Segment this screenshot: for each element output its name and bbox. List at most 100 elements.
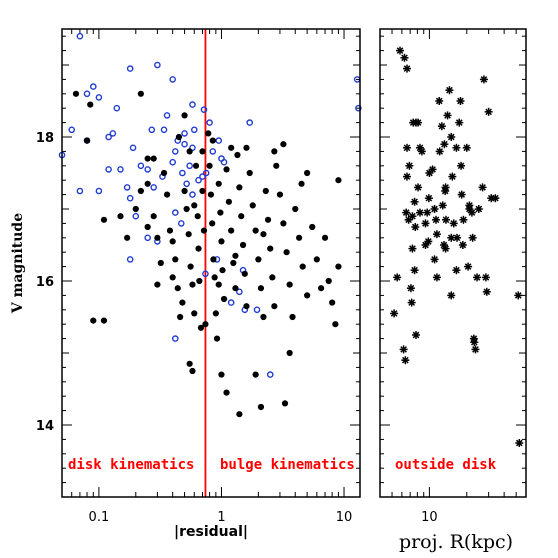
filled-circle-point: [239, 241, 247, 249]
filled-circle-point: [260, 231, 267, 238]
open-circle-point: [123, 184, 131, 191]
filled-circle-point: [292, 205, 299, 213]
y-tick-label: 18: [36, 131, 54, 146]
star-point: [432, 230, 441, 239]
filled-circle-point: [187, 263, 194, 270]
open-circle-point: [76, 187, 84, 195]
star-point: [393, 273, 402, 282]
star-stroke: [407, 284, 415, 292]
star-stroke: [436, 148, 444, 155]
star-point: [459, 215, 468, 224]
star-point: [440, 140, 449, 149]
star-stroke: [393, 274, 401, 281]
star-point: [402, 172, 411, 181]
filled-circle-point: [217, 209, 224, 216]
filled-circle-point: [100, 216, 108, 223]
open-circle-point: [183, 180, 190, 188]
star-point: [456, 97, 465, 105]
star-stroke: [515, 439, 523, 447]
filled-circle-point: [196, 277, 203, 285]
filled-circle-point: [154, 234, 161, 241]
star-point: [435, 147, 444, 156]
star-point: [453, 233, 462, 242]
star-point: [441, 187, 450, 195]
star-point: [416, 208, 425, 217]
filled-circle-point: [157, 259, 164, 267]
star-stroke: [469, 234, 476, 242]
y-tick-label: 14: [36, 419, 54, 434]
star-stroke: [412, 331, 420, 339]
filled-circle-point: [271, 148, 278, 155]
filled-circle-point: [223, 166, 230, 173]
filled-circle-point: [117, 213, 124, 220]
star-point: [482, 287, 491, 296]
right-plot-frame: [379, 28, 527, 498]
star-stroke: [453, 144, 460, 152]
star-stroke: [402, 356, 409, 364]
open-circle-point: [144, 234, 151, 242]
x-tick-label: 1: [217, 510, 225, 525]
filled-circle-point: [192, 162, 200, 169]
open-circle-point: [154, 61, 161, 69]
star-point: [423, 208, 432, 217]
filled-circle-point: [206, 162, 213, 169]
star-stroke: [429, 166, 436, 173]
star-point: [410, 266, 419, 275]
filled-circle-point: [223, 389, 230, 396]
star-stroke: [475, 205, 483, 213]
filled-circle-point: [283, 249, 290, 256]
filled-circle-point: [183, 205, 190, 213]
filled-circle-point: [252, 371, 259, 378]
open-circle-point: [160, 126, 168, 134]
filled-circle-point: [150, 155, 157, 162]
filled-circle-point: [209, 220, 216, 227]
open-circle-point: [171, 335, 179, 342]
star-point: [468, 233, 477, 242]
filled-circle-point: [335, 263, 342, 270]
filled-circle-point: [191, 202, 198, 209]
filled-circle-point: [249, 202, 256, 209]
filled-circle-point: [298, 180, 305, 187]
filled-circle-point: [174, 285, 181, 292]
filled-circle-point: [286, 349, 293, 357]
filled-circle-point: [289, 313, 296, 321]
star-stroke: [409, 212, 416, 220]
star-stroke: [438, 122, 446, 130]
star-stroke: [442, 245, 449, 252]
star-stroke: [411, 198, 418, 206]
filled-circle-point: [132, 205, 139, 213]
filled-circle-point: [181, 112, 188, 119]
filled-circle-point: [257, 403, 265, 411]
star-point: [515, 439, 524, 447]
star-stroke: [409, 245, 416, 252]
open-circle-point: [200, 106, 208, 113]
star-point: [441, 215, 450, 224]
star-point: [448, 172, 457, 181]
filled-circle-point: [186, 148, 193, 155]
star-point: [465, 201, 474, 210]
star-stroke: [453, 266, 460, 274]
filled-circle-point: [207, 191, 214, 198]
open-circle-point: [206, 119, 213, 126]
open-circle-point: [209, 148, 217, 155]
open-circle-point: [253, 306, 261, 314]
filled-circle-point: [271, 303, 278, 310]
star-stroke: [403, 144, 411, 152]
star-stroke: [411, 266, 418, 274]
filled-circle-point: [262, 187, 269, 195]
open-circle-point: [95, 94, 103, 101]
right-panel: 10 outside disk proj. R(kpc): [379, 28, 527, 553]
star-point: [452, 143, 461, 152]
star-stroke: [472, 346, 479, 353]
star-point: [471, 345, 480, 354]
filled-circle-point: [273, 162, 280, 169]
filled-circle-point: [218, 238, 225, 245]
open-circle-point: [179, 169, 186, 177]
open-circle-point: [109, 130, 117, 137]
filled-circle-point: [194, 213, 201, 220]
star-point: [430, 255, 439, 264]
star-point: [464, 262, 473, 271]
filled-circle-point: [329, 299, 336, 306]
open-circle-point: [186, 162, 193, 170]
